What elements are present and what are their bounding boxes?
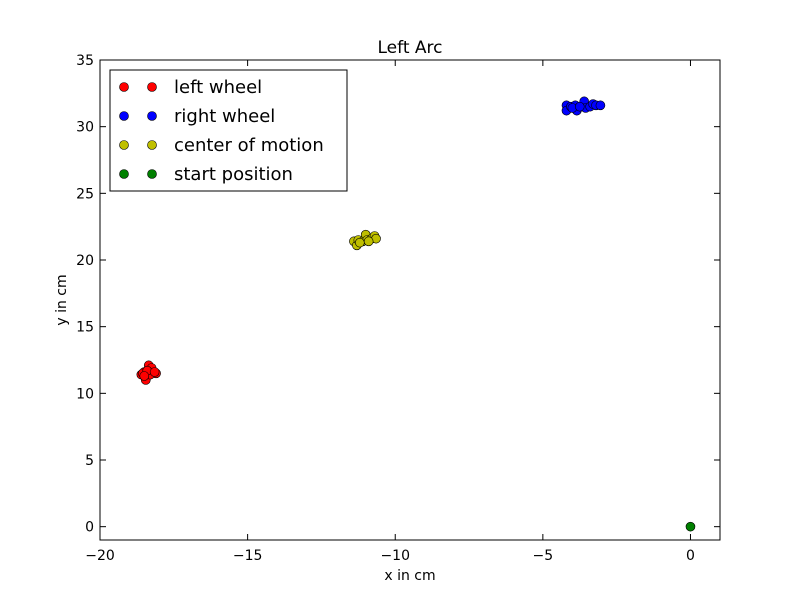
data-point [355, 237, 365, 248]
legend-marker [147, 140, 157, 150]
plot-frame [99, 59, 721, 541]
legend-marker [119, 82, 129, 92]
y-tick-label: 5 [85, 453, 94, 469]
x-tick-label: −15 [233, 548, 263, 564]
data-point [139, 371, 150, 381]
legend-label: center of motion [174, 135, 324, 156]
chart-title: Left Arc [378, 38, 443, 58]
data-point [595, 100, 606, 111]
series-right-wheel [561, 96, 606, 116]
legend: left wheel right wheel center of motion sta… [109, 69, 348, 192]
x-axis-label: x in cm [384, 568, 435, 584]
data-point [685, 521, 696, 532]
legend-marker [119, 140, 129, 150]
legend-items: left wheel right wheel center of motion sta… [119, 77, 324, 185]
legend-label: left wheel [174, 77, 262, 98]
legend-label: right wheel [174, 106, 275, 127]
legend-item: right wheel [119, 106, 275, 127]
data-points [136, 96, 696, 532]
legend-item: left wheel [119, 77, 262, 98]
legend-item: center of motion [119, 135, 324, 156]
legend-marker [119, 111, 129, 121]
y-tick-label: 20 [76, 253, 94, 269]
legend-marker [147, 82, 157, 92]
legend-marker [147, 169, 157, 179]
data-point [149, 367, 160, 377]
y-tick-label: 30 [76, 120, 94, 136]
y-tick-label: 10 [76, 386, 94, 402]
axis-ticks: −20 −15 −10 −5 0 0 5 10 15 20 25 30 35 [76, 53, 720, 564]
data-point [363, 236, 374, 247]
legend-marker [147, 111, 157, 121]
series-center-of-motion [349, 229, 381, 251]
y-axis-label: y in cm [54, 274, 70, 325]
y-tick-label: 15 [76, 320, 94, 336]
legend-label: start position [174, 164, 293, 185]
x-tick-label: −10 [380, 548, 410, 564]
x-tick-label: −5 [533, 548, 554, 564]
legend-item: start position [119, 164, 293, 185]
y-tick-label: 35 [76, 53, 94, 69]
data-point [574, 101, 585, 112]
x-tick-label: 0 [686, 548, 695, 564]
series-start-position [685, 521, 696, 532]
x-tick-label: −20 [85, 548, 115, 564]
series-left-wheel [136, 360, 161, 385]
y-tick-label: 0 [85, 520, 94, 536]
legend-marker [119, 169, 129, 179]
y-tick-label: 25 [76, 186, 94, 202]
